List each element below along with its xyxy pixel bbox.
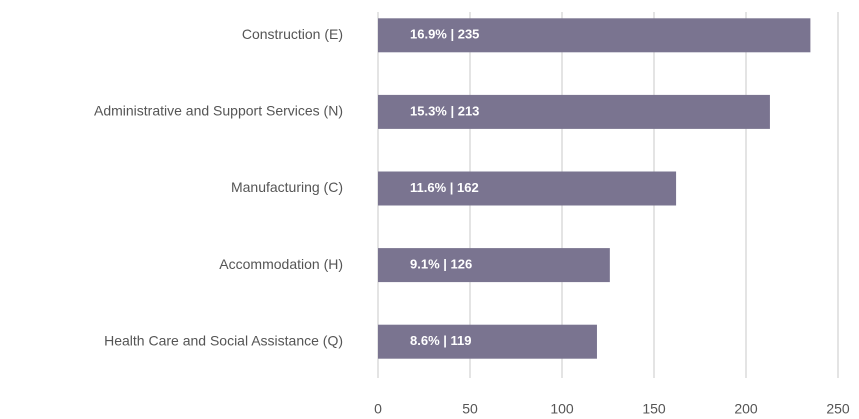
x-tick-label: 250 — [826, 401, 850, 417]
y-tick-label: Construction (E) — [242, 26, 343, 42]
x-tick-label: 100 — [550, 401, 574, 417]
value-label: 9.1% | 126 — [410, 257, 472, 272]
value-label: 8.6% | 119 — [410, 333, 471, 348]
y-tick-label: Health Care and Social Assistance (Q) — [104, 332, 343, 348]
x-tick-label: 150 — [642, 401, 666, 417]
x-tick-label: 200 — [734, 401, 758, 417]
value-label: 11.6% | 162 — [410, 180, 479, 195]
bar — [378, 18, 811, 53]
bar — [378, 94, 770, 129]
y-tick-label: Accommodation (H) — [219, 256, 343, 272]
x-tick-label: 50 — [462, 401, 478, 417]
bar — [378, 248, 610, 283]
y-tick-label: Administrative and Support Services (N) — [94, 103, 343, 119]
value-label: 15.3% | 213 — [410, 103, 479, 118]
bar — [378, 324, 597, 359]
y-tick-label: Manufacturing (C) — [231, 179, 343, 195]
bar — [378, 171, 677, 206]
x-tick-label: 0 — [374, 401, 382, 417]
value-label: 16.9% | 235 — [410, 27, 479, 42]
